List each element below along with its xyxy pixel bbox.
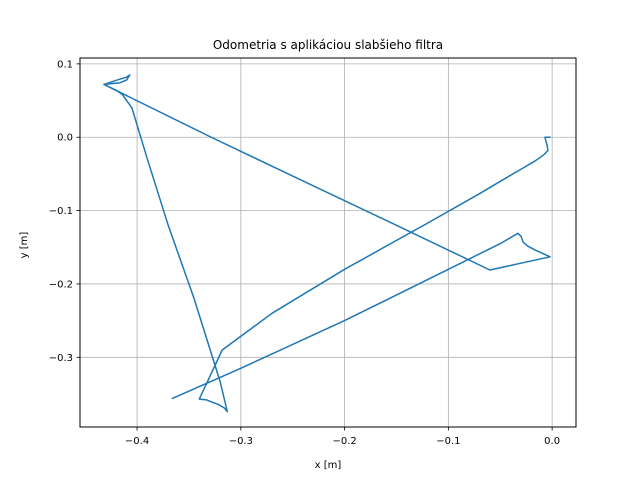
x-tick-label: −0.1 xyxy=(436,436,460,447)
y-tick-label: 0.0 xyxy=(57,133,73,144)
plot-area xyxy=(80,58,576,427)
x-tick-label: 0.0 xyxy=(544,436,560,447)
y-axis: 0.1 0.0 −0.1 −0.2 −0.3 xyxy=(49,59,80,364)
y-tick-label: −0.2 xyxy=(49,279,73,290)
trajectory-line xyxy=(103,74,551,413)
x-tick-label: −0.2 xyxy=(332,436,356,447)
grid xyxy=(80,58,576,427)
y-tick-label: −0.3 xyxy=(49,353,73,364)
x-axis: −0.4 −0.3 −0.2 −0.1 0.0 xyxy=(125,427,560,447)
x-tick-label: −0.3 xyxy=(229,436,253,447)
y-tick-label: 0.1 xyxy=(57,59,73,70)
x-axis-label: x [m] xyxy=(315,460,342,471)
x-tick-label: −0.4 xyxy=(125,436,149,447)
series-layer xyxy=(103,74,551,413)
axes-frame xyxy=(79,57,577,428)
chart-title: Odometria s aplikáciou slabšieho filtra xyxy=(213,38,443,52)
y-tick-label: −0.1 xyxy=(49,206,73,217)
y-axis-label: y [m] xyxy=(19,232,30,259)
